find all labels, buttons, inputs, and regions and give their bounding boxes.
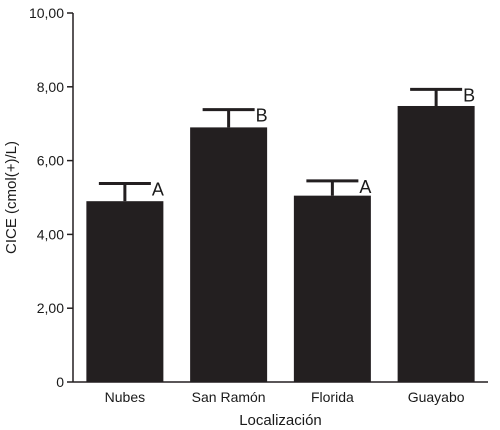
- y-tick-label: 0: [56, 374, 64, 390]
- y-axis-ticks: 0 2,00 4,00 6,00 8,00 10,00: [29, 5, 73, 390]
- y-tick-label: 8,00: [37, 79, 64, 95]
- significance-label: A: [152, 179, 164, 199]
- bar: [397, 105, 475, 382]
- bar: [190, 127, 268, 382]
- x-axis-title: Localización: [239, 412, 322, 429]
- significance-label: B: [463, 85, 475, 105]
- y-axis-title: CICE (cmol(+)/L): [3, 141, 20, 254]
- x-tick-label: Nubes: [105, 389, 145, 405]
- x-tick-label: Guayabo: [408, 389, 465, 405]
- bar: [293, 195, 371, 382]
- y-tick-label: 6,00: [37, 153, 64, 169]
- x-axis-ticks: Nubes San Ramón Florida Guayabo: [105, 389, 465, 405]
- significance-label: B: [256, 106, 268, 126]
- significance-label: A: [359, 177, 371, 197]
- x-tick-label: San Ramón: [192, 389, 266, 405]
- y-tick-label: 4,00: [37, 226, 64, 242]
- bars-group: A B A B: [86, 85, 475, 382]
- bar: [86, 201, 164, 382]
- x-tick-label: Florida: [311, 389, 354, 405]
- y-tick-label: 10,00: [29, 5, 64, 21]
- y-tick-label: 2,00: [37, 300, 64, 316]
